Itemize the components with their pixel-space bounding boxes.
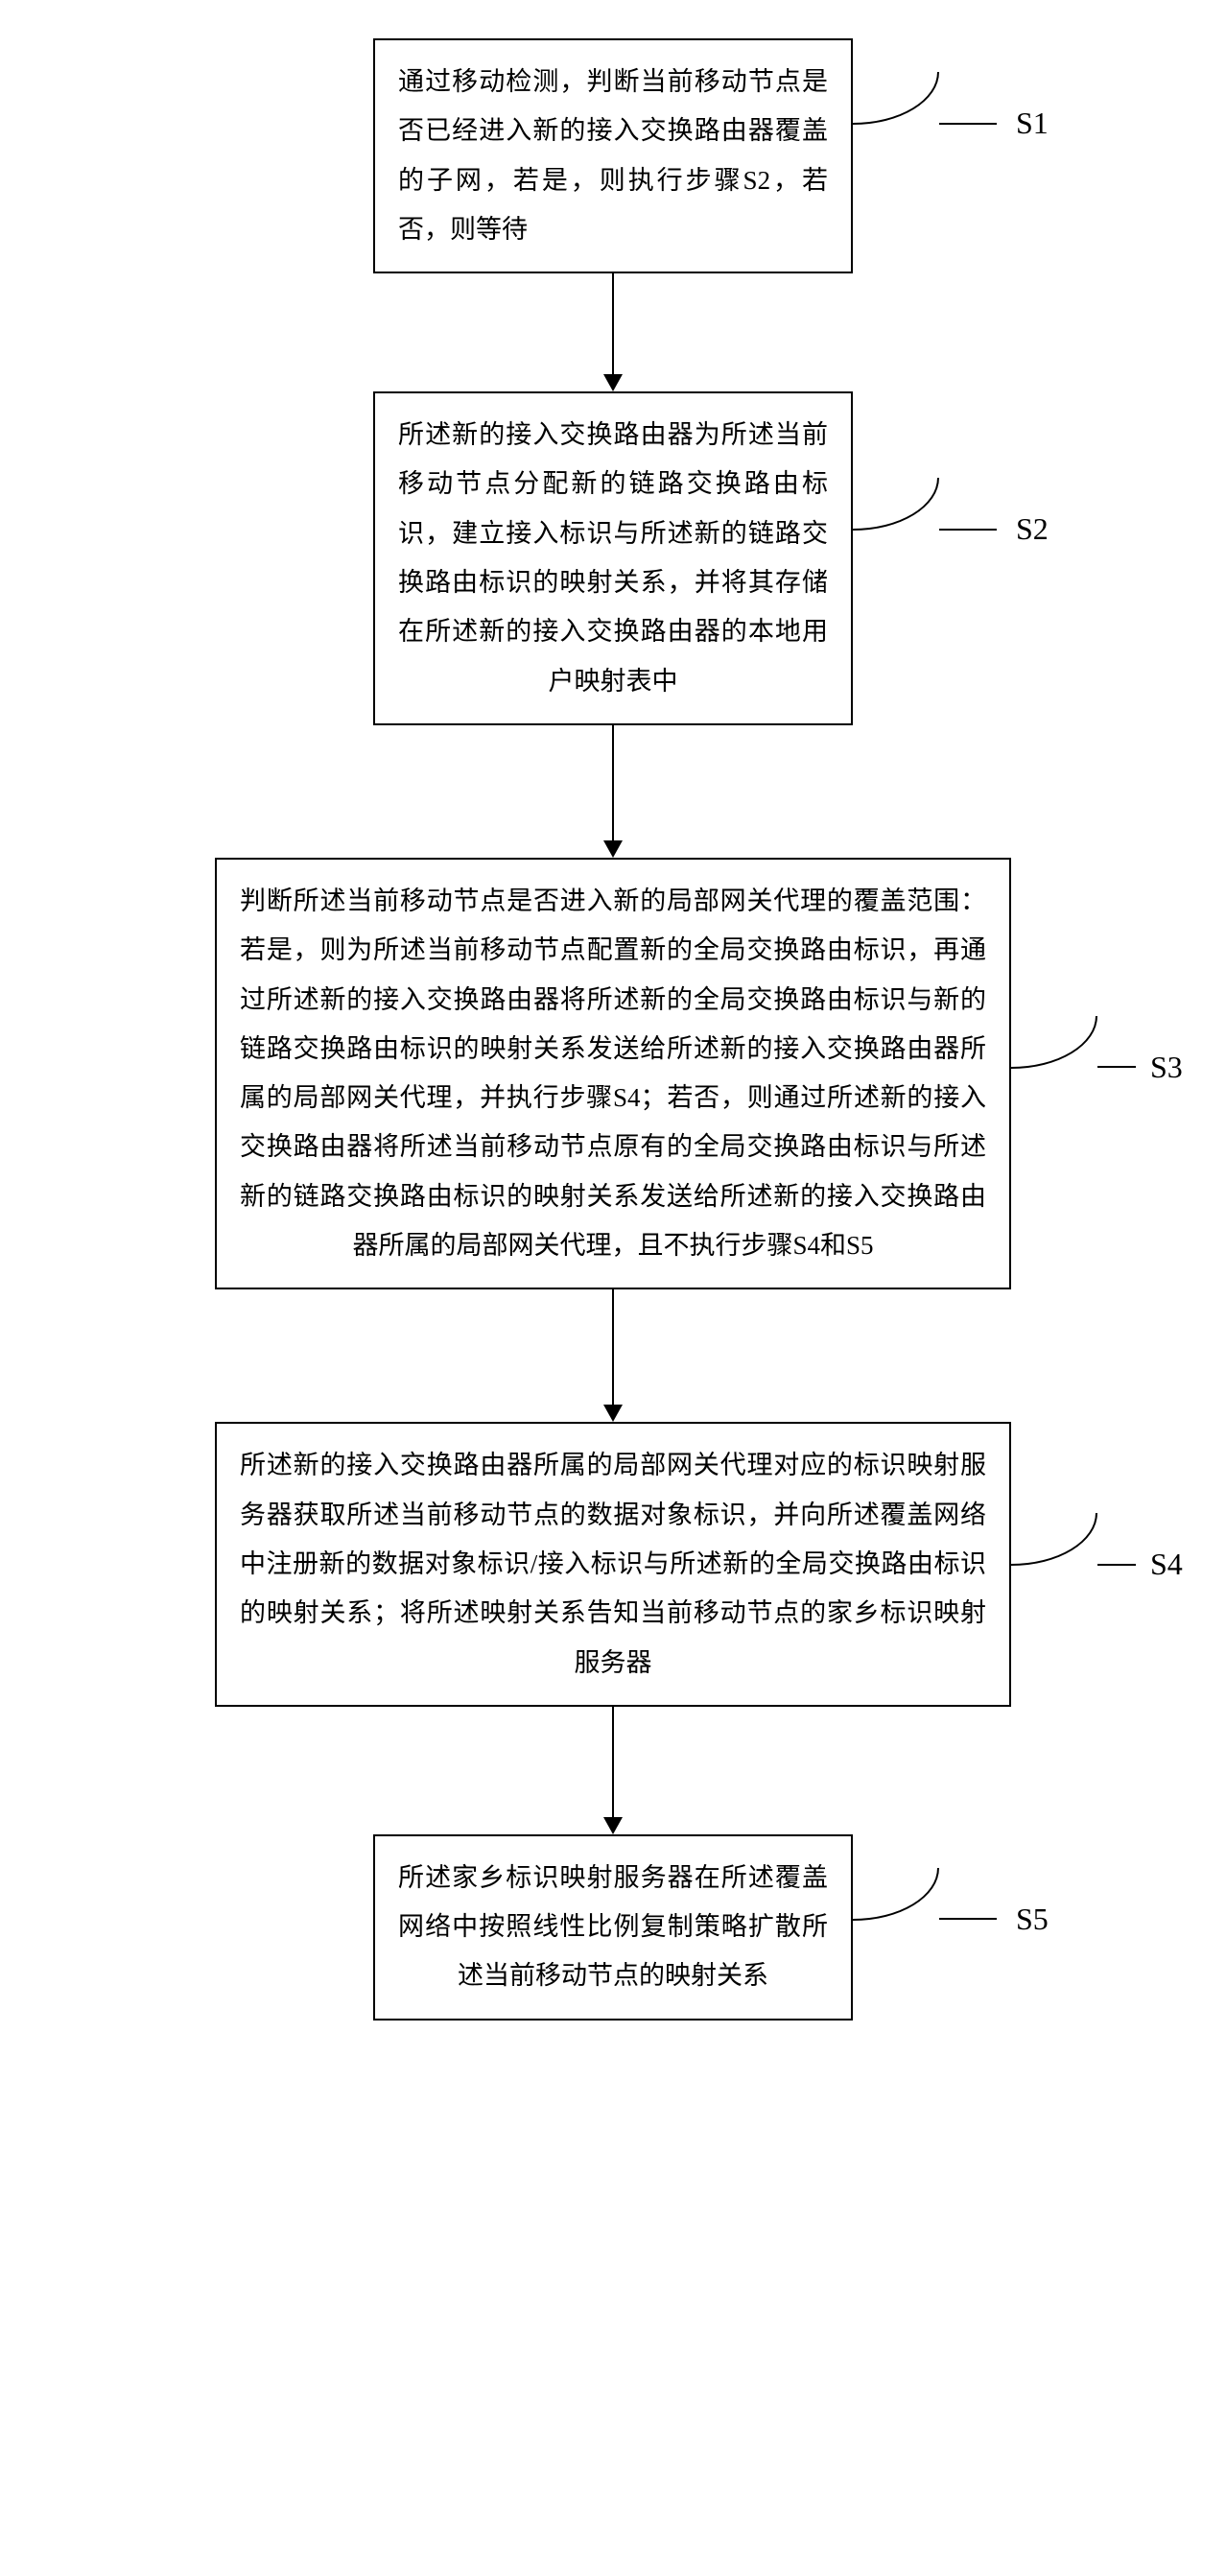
row-s5: 所述家乡标识映射服务器在所述覆盖网络中按照线性比例复制策略扩散所述当前移动节点的… [0, 1834, 1226, 2021]
connector-s4 [1011, 1513, 1136, 1566]
node-s5: 所述家乡标识映射服务器在所述覆盖网络中按照线性比例复制策略扩散所述当前移动节点的… [373, 1834, 853, 2021]
hline-s1 [939, 123, 997, 125]
arrow-head-3 [603, 1405, 623, 1422]
arrow-head-4 [603, 1817, 623, 1834]
curve-s5 [853, 1868, 939, 1921]
row-s2: 所述新的接入交换路由器为所述当前移动节点分配新的链路交换路由标识，建立接入标识与… [0, 391, 1226, 725]
arrow-line-4 [612, 1707, 614, 1817]
hline-s4 [1097, 1564, 1136, 1566]
curve-s4 [1011, 1513, 1097, 1566]
node-s4: 所述新的接入交换路由器所属的局部网关代理对应的标识映射服务器获取所述当前移动节点… [215, 1422, 1011, 1706]
label-s3: S3 [1150, 1050, 1183, 1085]
label-s4: S4 [1150, 1547, 1183, 1582]
label-s1: S1 [1016, 106, 1049, 141]
arrow-head-1 [603, 374, 623, 391]
row-s3: 判断所述当前移动节点是否进入新的局部网关代理的覆盖范围：若是，则为所述当前移动节… [0, 858, 1226, 1289]
node-s1: 通过移动检测，判断当前移动节点是否已经进入新的接入交换路由器覆盖的子网，若是，则… [373, 38, 853, 273]
node-s3: 判断所述当前移动节点是否进入新的局部网关代理的覆盖范围：若是，则为所述当前移动节… [215, 858, 1011, 1289]
node-s2: 所述新的接入交换路由器为所述当前移动节点分配新的链路交换路由标识，建立接入标识与… [373, 391, 853, 725]
connector-s2 [853, 478, 997, 531]
flowchart-container: 通过移动检测，判断当前移动节点是否已经进入新的接入交换路由器覆盖的子网，若是，则… [0, 38, 1226, 2021]
connector-s1 [853, 72, 997, 125]
arrow-line-1 [612, 273, 614, 374]
arrow-s1-s2 [603, 273, 623, 391]
curve-s2 [853, 478, 939, 531]
label-s5: S5 [1016, 1902, 1049, 1937]
label-s2: S2 [1016, 511, 1049, 547]
curve-s1 [853, 72, 939, 125]
arrow-s2-s3 [603, 725, 623, 858]
arrow-line-2 [612, 725, 614, 840]
connector-s5 [853, 1868, 997, 1921]
arrow-line-3 [612, 1289, 614, 1405]
arrow-s4-s5 [603, 1707, 623, 1834]
curve-s3 [1011, 1016, 1097, 1069]
hline-s3 [1097, 1066, 1136, 1068]
hline-s2 [939, 529, 997, 531]
hline-s5 [939, 1918, 997, 1920]
row-s4: 所述新的接入交换路由器所属的局部网关代理对应的标识映射服务器获取所述当前移动节点… [0, 1422, 1226, 1706]
arrow-s3-s4 [603, 1289, 623, 1422]
arrow-head-2 [603, 840, 623, 858]
row-s1: 通过移动检测，判断当前移动节点是否已经进入新的接入交换路由器覆盖的子网，若是，则… [0, 38, 1226, 273]
connector-s3 [1011, 1016, 1136, 1069]
